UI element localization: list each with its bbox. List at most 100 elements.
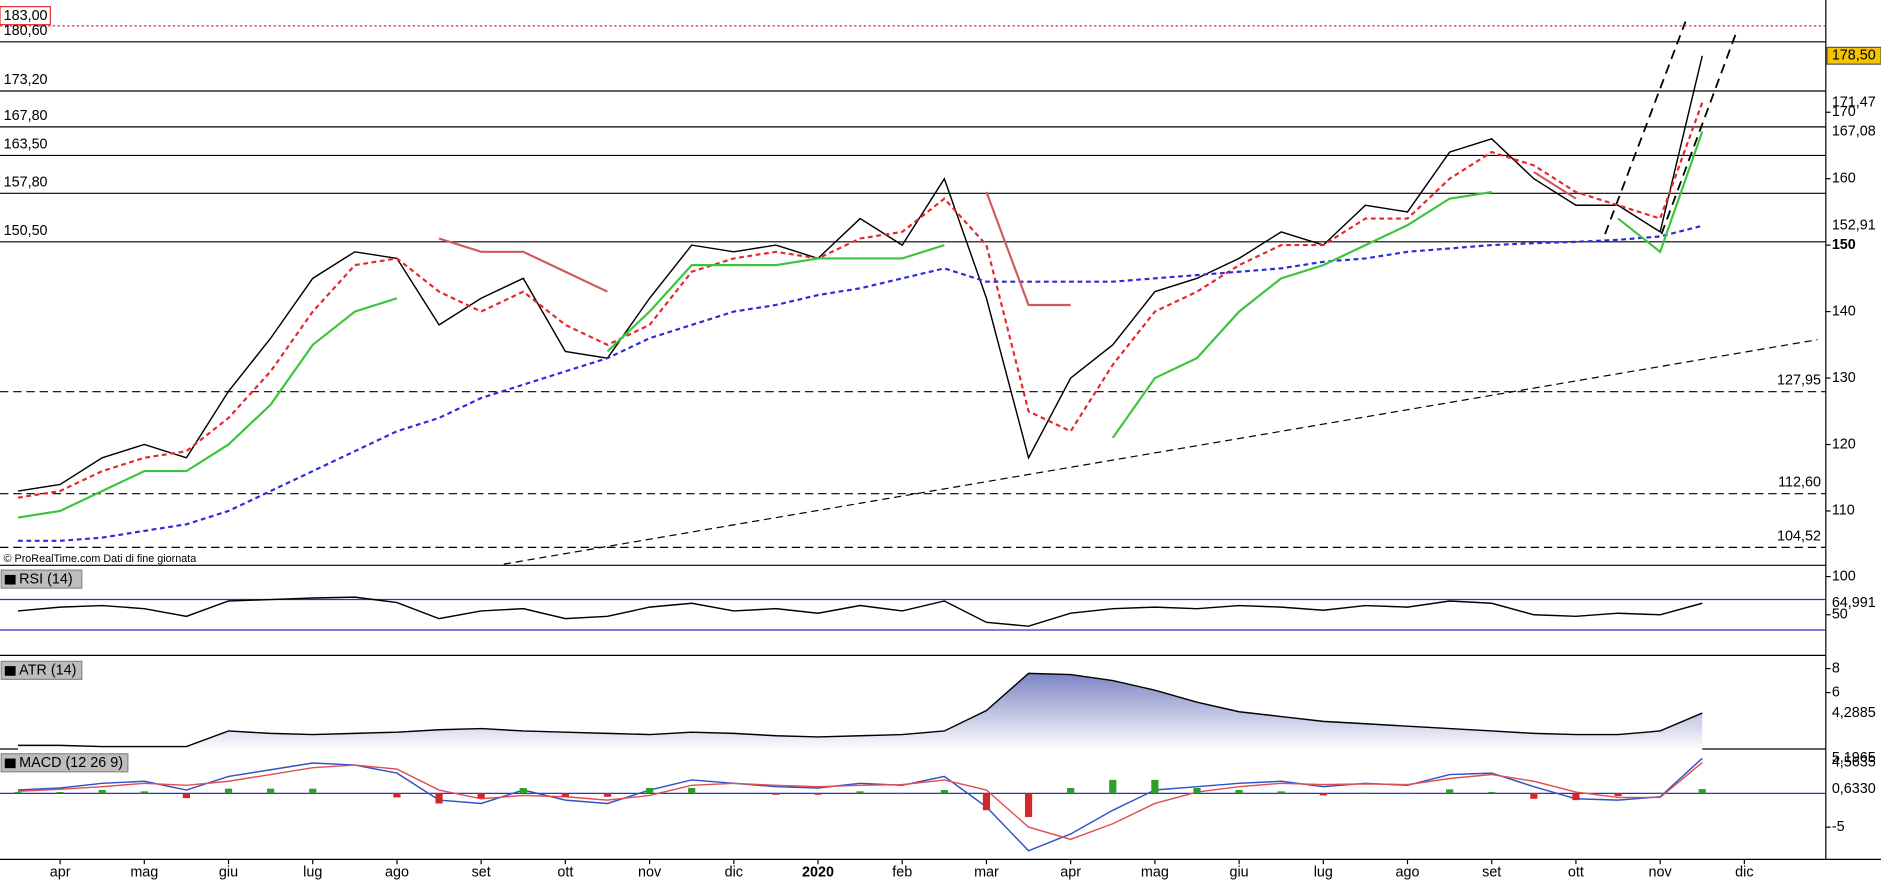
- histogram-bar: [267, 788, 275, 794]
- channel-line: [1604, 21, 1687, 235]
- y-tick-label: 170: [1832, 104, 1856, 120]
- x-tick-label: mag: [130, 864, 158, 880]
- level-label-box: [0, 6, 51, 26]
- histogram-bar: [309, 788, 317, 794]
- histogram-bar: [1488, 792, 1496, 794]
- series-line: [17, 757, 1703, 852]
- panel-label-swatch: [4, 666, 16, 676]
- y-tick-label: 100: [1832, 568, 1856, 584]
- x-tick-label: set: [472, 864, 491, 880]
- histogram-bar: [603, 793, 612, 797]
- panel-label: MACD (12 26 9): [19, 755, 123, 771]
- histogram-bar: [1151, 779, 1159, 794]
- x-tick-label: apr: [1060, 864, 1081, 880]
- value-label: 0,6330: [1832, 781, 1876, 797]
- series-line: [438, 171, 1577, 307]
- histogram-bar: [1446, 789, 1454, 794]
- panel-label: ATR (14): [19, 663, 76, 679]
- series-line: [17, 102, 1704, 499]
- histogram-bar: [393, 793, 401, 798]
- level-label: 157,80: [4, 174, 48, 190]
- level-label: 163,50: [4, 136, 48, 152]
- x-tick-label: mag: [1141, 864, 1169, 880]
- series-line: [17, 224, 1703, 542]
- histogram-bar: [477, 793, 485, 799]
- y-tick-label: 130: [1832, 370, 1856, 386]
- histogram-bar: [645, 787, 654, 794]
- x-tick-label: lug: [1314, 864, 1333, 880]
- level-label: 180,60: [4, 23, 48, 39]
- panel-label-box: [0, 569, 83, 589]
- histogram-bar: [688, 787, 696, 794]
- x-tick-label: set: [1482, 864, 1501, 880]
- y-tick-label: 110: [1832, 503, 1855, 519]
- value-label: 4,2885: [1832, 705, 1876, 721]
- x-tick-label: giu: [1229, 864, 1248, 880]
- x-tick-label: feb: [892, 864, 912, 880]
- histogram-bar: [56, 792, 64, 794]
- histogram-bar: [856, 791, 864, 794]
- histogram-bar: [1277, 791, 1285, 794]
- value-label: 4,5635: [1832, 754, 1876, 770]
- y-tick-label: -5: [1832, 819, 1845, 835]
- histogram-bar: [1530, 793, 1538, 799]
- panel-label-swatch: [4, 574, 16, 585]
- histogram-bar: [140, 791, 148, 794]
- x-tick-label: dic: [1735, 864, 1753, 880]
- level-label: 150,50: [4, 223, 48, 239]
- x-tick-label: 2020: [802, 864, 834, 880]
- panel-label-box: [0, 660, 83, 680]
- level-label: 173,20: [4, 72, 48, 88]
- histogram-bar: [1614, 793, 1622, 797]
- y-tick-label: 6: [1832, 684, 1840, 700]
- histogram-bar: [1698, 789, 1706, 794]
- x-tick-label: mar: [974, 864, 999, 880]
- x-tick-label: ago: [1396, 864, 1420, 880]
- histogram-bar: [1319, 793, 1327, 796]
- x-tick-label: ago: [385, 864, 409, 880]
- area-fill: [17, 673, 1703, 751]
- histogram-bar: [182, 793, 191, 799]
- series-line: [17, 761, 1703, 841]
- level-label: 167,80: [4, 108, 48, 124]
- x-tick-label: giu: [219, 864, 238, 880]
- y-tick-label: 8: [1832, 660, 1840, 676]
- histogram-bar: [1235, 790, 1243, 794]
- histogram-bar: [1193, 787, 1201, 794]
- y-tick-label: 150: [1832, 237, 1856, 253]
- histogram-bar: [435, 793, 443, 804]
- y-tick-label: 120: [1832, 436, 1856, 452]
- histogram-bar: [1572, 793, 1580, 801]
- histogram-bar: [1656, 792, 1664, 794]
- histogram-bar: [98, 790, 106, 794]
- value-label: 5,1965: [1832, 750, 1876, 766]
- histogram-bar: [1109, 779, 1117, 794]
- x-tick-label: ott: [1568, 864, 1584, 880]
- histogram-bar: [1403, 793, 1412, 795]
- value-label: 167,08: [1832, 123, 1876, 139]
- histogram-bar: [224, 788, 233, 794]
- panel-label: RSI (14): [19, 572, 73, 588]
- x-tick-label: lug: [303, 864, 322, 880]
- footnote: © ProRealTime.com Dati di fine giornata: [4, 553, 197, 565]
- histogram-bar: [1024, 793, 1033, 818]
- area-line: [17, 672, 1703, 748]
- series-line: [17, 55, 1703, 492]
- histogram-bar: [982, 793, 991, 811]
- histogram-bar: [772, 793, 780, 795]
- x-tick-label: ott: [557, 864, 573, 880]
- y-tick-label: 160: [1832, 170, 1856, 186]
- dashed-level-label: 104,52: [1777, 528, 1821, 544]
- channel-line: [1660, 33, 1737, 235]
- x-tick-label: nov: [638, 864, 662, 880]
- histogram-bar: [519, 787, 527, 794]
- histogram-bar: [940, 790, 948, 794]
- histogram-bar: [898, 793, 906, 795]
- y-tick-label: 50: [1832, 607, 1848, 623]
- level-label: 183,00: [4, 8, 48, 24]
- x-tick-label: apr: [50, 864, 71, 880]
- x-tick-label: dic: [725, 864, 743, 880]
